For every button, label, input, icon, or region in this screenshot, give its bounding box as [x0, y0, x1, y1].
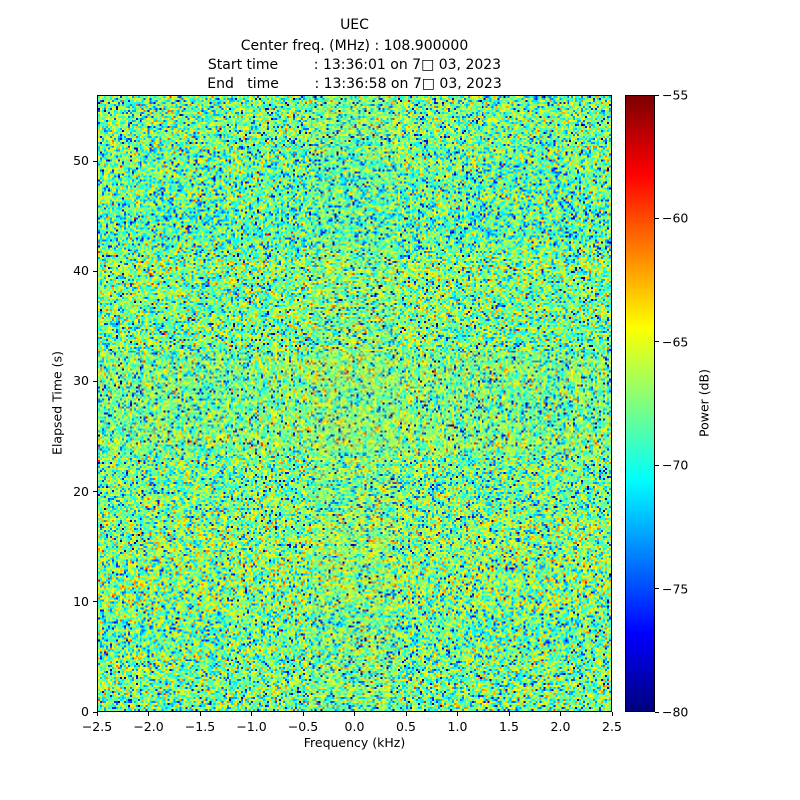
colorbar-label: Power (dB) — [696, 368, 712, 438]
chart-title: UEC — [340, 17, 369, 33]
spectrogram-plot — [97, 95, 612, 712]
x-tick-mark — [354, 712, 355, 716]
y-tick-label: 50 — [73, 153, 89, 169]
x-tick-mark — [302, 712, 304, 716]
colorbar-tick-mark — [655, 217, 659, 219]
end-time-line: End time : 13:36:58 on 7□ 03, 2023 — [207, 76, 502, 92]
spectrogram-canvas — [98, 96, 611, 711]
x-tick-label: 2.5 — [602, 719, 622, 734]
x-tick-mark — [560, 712, 561, 716]
y-tick-mark — [93, 491, 97, 493]
y-tick-label: 20 — [73, 483, 89, 499]
colorbar-tick-label: −70 — [662, 457, 689, 473]
x-tick-label: 1.0 — [447, 719, 468, 734]
y-tick-label: 0 — [81, 704, 89, 719]
colorbar-tick-label: −55 — [662, 87, 689, 103]
x-axis-label: Frequency (kHz) — [303, 735, 406, 750]
x-tick-mark — [148, 712, 149, 716]
colorbar-tick-label: −80 — [662, 704, 689, 720]
colorbar-tick-mark — [655, 588, 659, 590]
x-tick-label: 0.0 — [344, 719, 365, 734]
x-tick-label: −1.0 — [236, 719, 267, 734]
x-tick-mark — [96, 712, 98, 716]
y-axis-label: Elapsed Time (s) — [49, 351, 65, 455]
x-tick-label: −2.0 — [133, 719, 164, 734]
x-tick-label: −2.5 — [81, 719, 113, 734]
start-time-line: Start time : 13:36:01 on 7□ 03, 2023 — [207, 57, 502, 73]
x-tick-mark — [611, 712, 613, 716]
x-tick-label: 1.5 — [499, 719, 519, 734]
y-tick-mark — [93, 270, 97, 272]
y-tick-mark — [93, 711, 97, 713]
x-tick-label: −1.5 — [184, 719, 216, 734]
x-tick-mark — [199, 712, 201, 716]
center-freq-line: Center freq. (MHz) : 108.900000 — [240, 38, 469, 54]
x-tick-label: 0.5 — [396, 719, 416, 734]
x-tick-mark — [405, 712, 407, 716]
x-tick-label: 2.0 — [550, 719, 571, 734]
y-tick-label: 40 — [73, 263, 89, 279]
colorbar-tick-label: −75 — [662, 581, 689, 597]
colorbar-tick-mark — [655, 341, 659, 343]
colorbar-tick-label: −60 — [662, 210, 689, 226]
colorbar-tick-label: −65 — [662, 334, 689, 350]
x-tick-mark — [251, 712, 252, 716]
colorbar-tick-mark — [655, 711, 659, 713]
x-tick-mark — [457, 712, 458, 716]
colorbar-tick-mark — [655, 94, 659, 96]
colorbar — [625, 95, 655, 712]
x-tick-label: −0.5 — [287, 719, 319, 734]
y-tick-mark — [93, 160, 97, 162]
x-tick-mark — [508, 712, 510, 716]
colorbar-gradient-canvas — [626, 96, 654, 711]
colorbar-tick-mark — [655, 464, 659, 466]
y-tick-mark — [93, 601, 97, 603]
y-tick-label: 10 — [73, 593, 89, 609]
y-tick-mark — [93, 380, 97, 382]
y-tick-label: 30 — [73, 373, 89, 389]
